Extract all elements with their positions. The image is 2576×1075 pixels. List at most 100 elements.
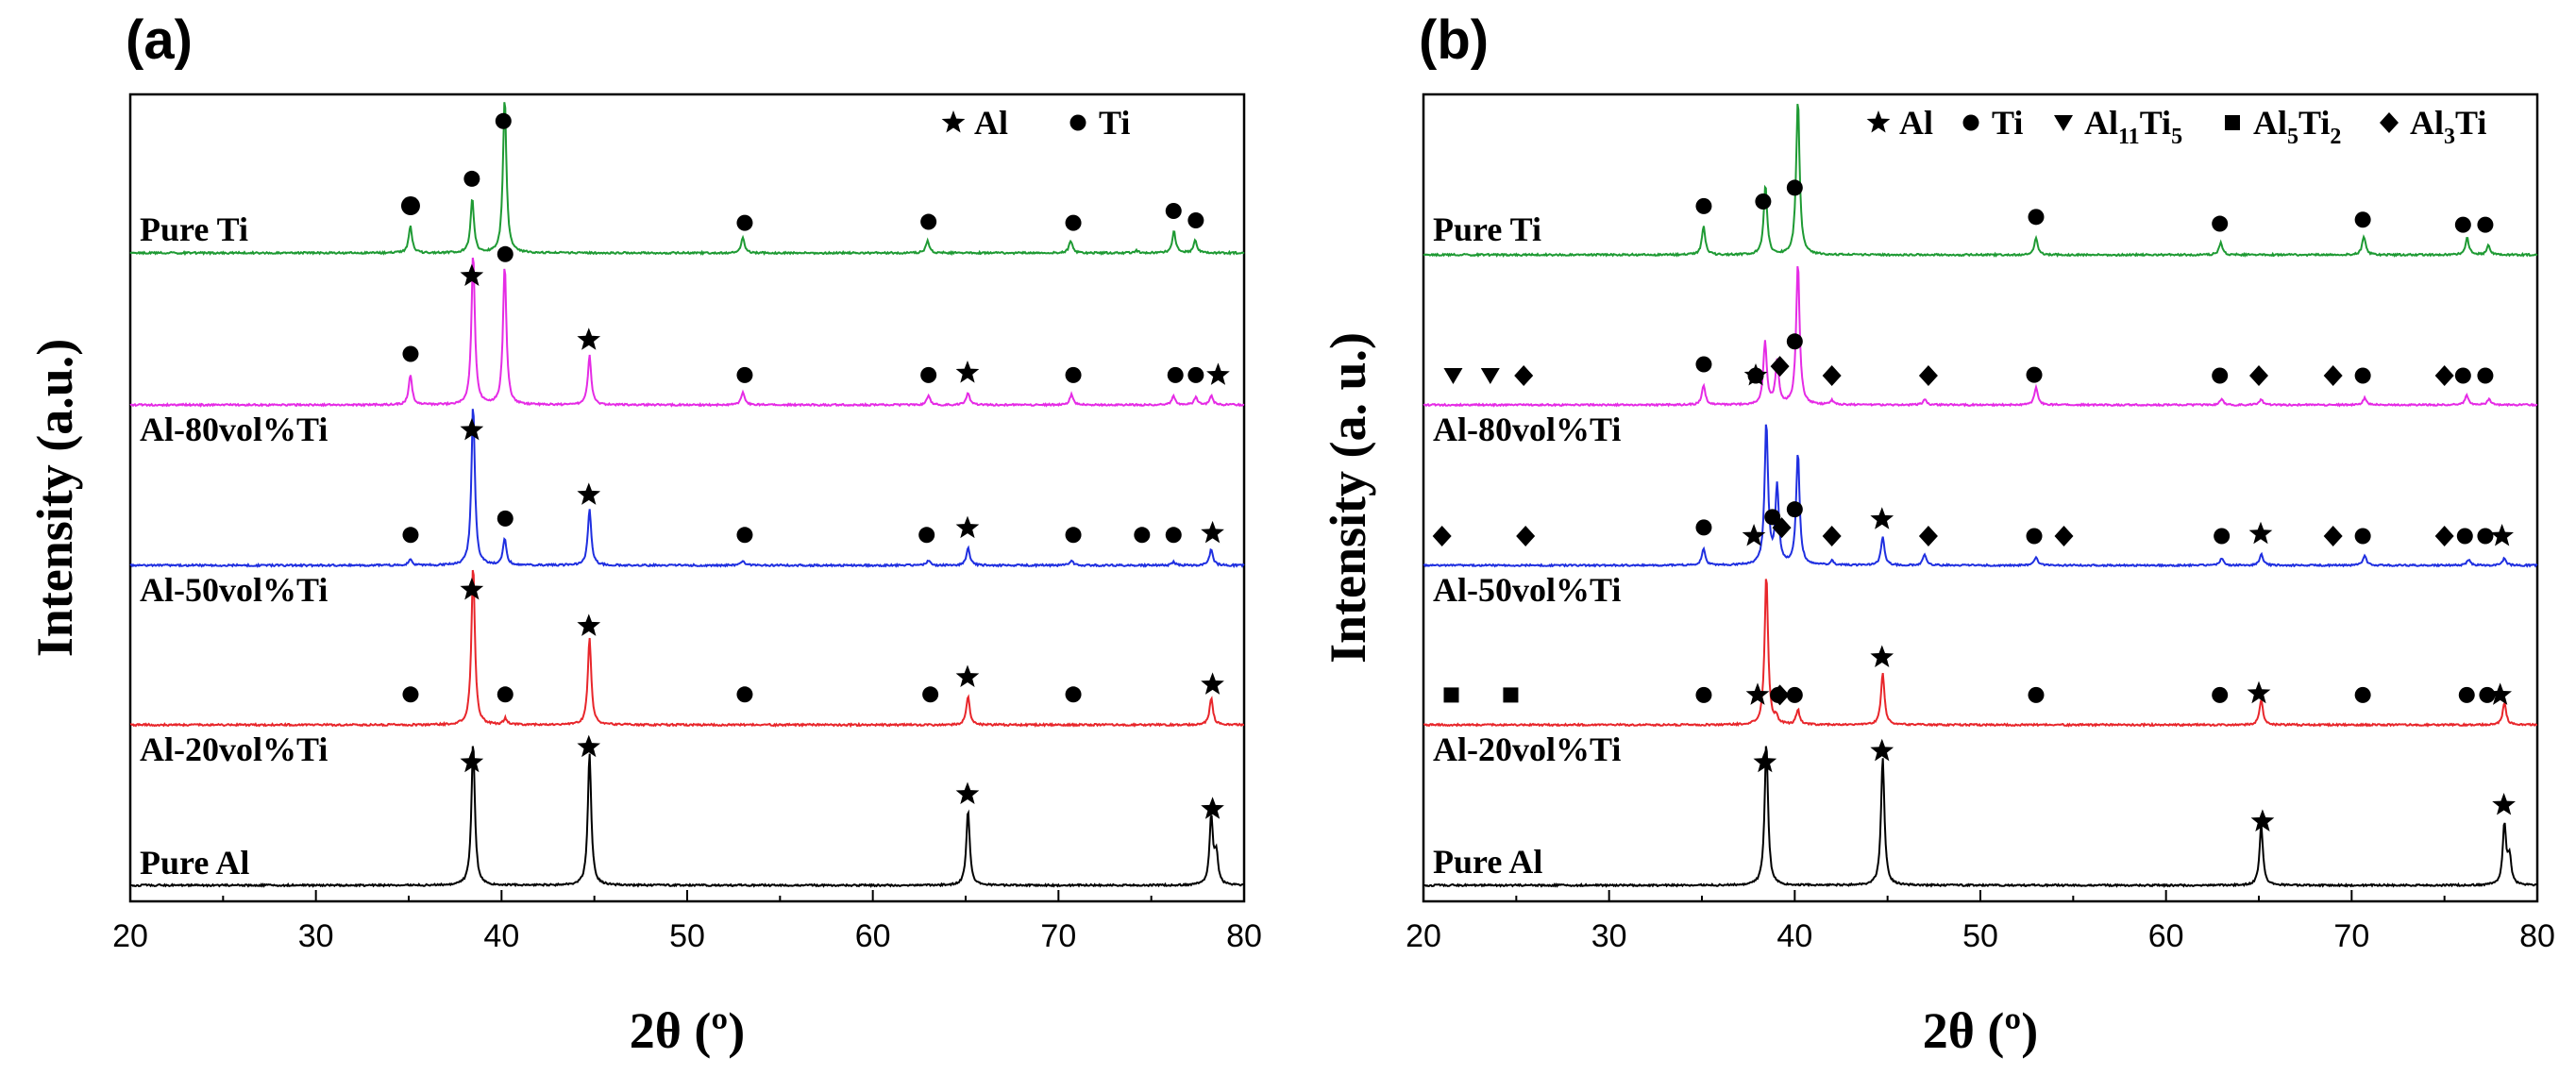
star-marker [2250, 809, 2275, 831]
star-marker [2488, 682, 2512, 705]
sample-label: Al-80vol%Ti [140, 411, 328, 448]
circle-marker [1695, 686, 1712, 703]
diamond-marker [2323, 365, 2343, 386]
circle-marker [2354, 367, 2371, 384]
x-tick-label: 80 [1226, 918, 1262, 954]
circle-marker [1786, 686, 1803, 703]
x-axis: 20 30 40 50 60 70 80 [112, 890, 1262, 954]
series-line [129, 409, 1245, 569]
x-tick-label: 60 [2148, 918, 2184, 954]
triangle-down-marker [1443, 368, 1463, 384]
series-line [129, 569, 1245, 729]
star-marker [1745, 682, 1770, 705]
legend-star-marker [1866, 110, 1891, 133]
diamond-marker [1918, 526, 1938, 546]
star-marker [577, 734, 601, 758]
circle-marker [2477, 216, 2494, 233]
x-tick-label: 20 [112, 918, 148, 954]
x-tick-label: 30 [298, 918, 334, 954]
sample-label: Pure Al [1433, 843, 1542, 881]
circle-marker [1755, 193, 1772, 210]
square-marker [1503, 687, 1519, 703]
circle-marker [920, 366, 937, 383]
circle-marker [497, 686, 514, 703]
diamond-marker [1516, 526, 1536, 546]
star-marker [460, 749, 484, 773]
star-marker [1870, 738, 1894, 762]
legend-label: Al [974, 104, 1008, 142]
circle-marker [1165, 203, 1182, 220]
circle-marker [2454, 216, 2471, 233]
series-pure-al: Pure Al [129, 734, 1245, 888]
y-axis-title: Intensity (a.u.) [26, 339, 83, 658]
y-axis-title: Intensity (a. u.) [1320, 332, 1376, 663]
x-tick-label: 70 [1040, 918, 1076, 954]
series-line [129, 102, 1245, 257]
circle-marker [495, 112, 512, 129]
star-marker [955, 781, 980, 804]
legend-diamond-marker [2380, 112, 2399, 133]
x-tick-label: 80 [2519, 918, 2555, 954]
diamond-marker [1432, 526, 1452, 546]
star-marker [955, 664, 980, 687]
star-marker [1753, 749, 1777, 773]
star-marker [1743, 363, 1768, 386]
circle-marker [2212, 367, 2229, 384]
circle-marker [1786, 179, 1803, 196]
x-tick-label: 70 [2333, 918, 2369, 954]
circle-marker [2026, 366, 2043, 383]
circle-marker [1065, 686, 1082, 703]
diamond-marker [1770, 356, 1790, 378]
legend-label: Al3​Ti [2410, 104, 2486, 149]
square-marker [1443, 687, 1459, 703]
legend-triangle-down-marker [2054, 115, 2073, 131]
diamond-marker [2434, 365, 2454, 386]
circle-marker [2458, 686, 2475, 703]
series-line [1423, 746, 2538, 888]
sample-label: Al-20vol%Ti [140, 731, 328, 768]
series-al-80vol-ti: Al-80vol%Ti [129, 245, 1245, 448]
series-line [1423, 424, 2538, 568]
diamond-marker [2054, 526, 2074, 546]
star-marker [1201, 797, 1224, 819]
peak-markers [1443, 333, 2494, 386]
circle-marker [2212, 215, 2229, 232]
circle-marker [922, 686, 939, 703]
peak-markers [402, 417, 1224, 544]
series-pure-ti: Pure Ti [129, 102, 1245, 257]
star-marker [2247, 680, 2271, 704]
legend-circle-marker [1069, 114, 1086, 131]
circle-marker [402, 527, 419, 544]
legend-label: Al5​Ti2​ [2253, 104, 2341, 149]
series-line [1423, 104, 2538, 258]
peak-markers [402, 245, 1230, 385]
series-pure-ti: Pure Ti [1423, 104, 2538, 258]
circle-marker [1695, 519, 1712, 536]
sample-label: Al-20vol%Ti [1433, 731, 1621, 768]
circle-marker [1786, 501, 1803, 518]
peak-markers [400, 112, 1204, 231]
star-marker [577, 613, 601, 636]
diamond-marker [1772, 517, 1792, 539]
star-marker [1870, 507, 1894, 529]
series-line [129, 257, 1245, 408]
circle-marker [2026, 528, 2043, 545]
circle-marker [920, 213, 937, 230]
circle-marker [2212, 686, 2229, 703]
circle-marker [1167, 366, 1184, 383]
sample-label: Pure Al [140, 844, 249, 882]
x-tick-label: 20 [1406, 918, 1441, 954]
series-al-50vol-ti: Al-50vol%Ti [1423, 424, 2538, 609]
panel-b-label: (b) [1419, 9, 1489, 71]
peak-markers [402, 577, 1224, 703]
circle-marker [2477, 367, 2494, 384]
star-marker [2492, 793, 2516, 815]
x-tick-label: 60 [855, 918, 891, 954]
circle-marker [736, 214, 753, 231]
panel-a-label: (a) [126, 9, 193, 71]
circle-marker [2477, 528, 2494, 545]
circle-marker [497, 245, 514, 262]
circle-marker [2456, 528, 2473, 545]
sample-label: Al-50vol%Ti [1433, 571, 1621, 609]
diamond-marker [2323, 526, 2343, 546]
